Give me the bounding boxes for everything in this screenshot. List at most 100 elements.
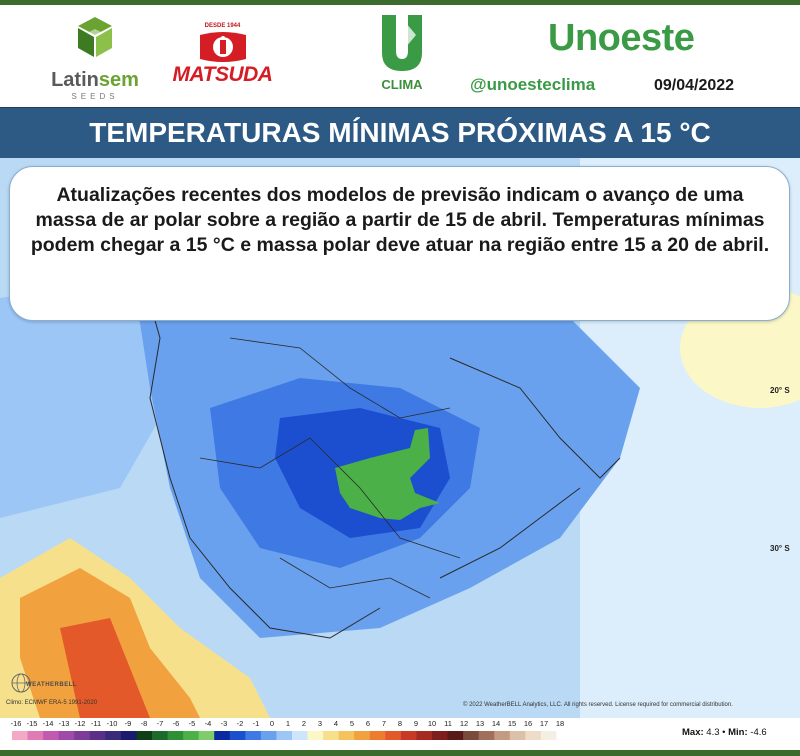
social-handle: @unoesteclima <box>470 75 596 94</box>
legend-color-swatch <box>198 731 215 740</box>
legend-tick-label: 8 <box>397 719 403 728</box>
legend-color-swatch <box>432 731 449 740</box>
legend-color-swatch <box>276 731 293 740</box>
legend-color-swatch <box>354 731 371 740</box>
legend-color-swatch <box>540 731 558 740</box>
unoeste-wordmark: Unoeste <box>548 17 695 59</box>
anomaly-extreme-green-area <box>335 428 440 520</box>
legend-tick-label: -3 <box>220 719 228 728</box>
legend-tick-label: 11 <box>444 719 452 728</box>
matsuda-logo: DESDE 1944 MATSUDA <box>160 23 285 93</box>
legend-tick-label: -5 <box>188 719 196 728</box>
lat-label-20s: 20° S <box>770 386 790 395</box>
matsuda-tagline: DESDE 1944 <box>204 23 241 29</box>
legend-tick-label: -6 <box>172 719 180 728</box>
legend-tick-label: -7 <box>156 719 164 728</box>
legend-tick-label: -11 <box>90 719 102 728</box>
legend-tick-row: -16 -15 -14 -13 -12 -11 -10 -9 -8 -7 -6 -5 -4 -3 -2 -1 0… <box>0 718 800 730</box>
latinsem-wordmark: Latinsem <box>51 69 139 91</box>
country-border-line <box>139 267 381 639</box>
weatherbell-globe-icon <box>11 673 31 693</box>
legend-tick-label: 3 <box>317 719 323 728</box>
weatherbell-wordmark: WEATHERBELL <box>26 682 78 688</box>
legend-color-swatch <box>369 731 386 740</box>
legend-tick-label: 1 <box>285 719 291 728</box>
legend-tick-label: 4 <box>333 719 339 728</box>
legend-tick-label: -1 <box>252 719 260 728</box>
latinsem-logo: Latinsem SEEDS <box>40 13 150 103</box>
legend-tick-label: -2 <box>236 719 244 728</box>
legend-color-swatch <box>27 731 44 740</box>
legend-color-swatch <box>385 731 402 740</box>
legend-color-swatch <box>245 731 262 740</box>
legend-tick-label: 7 <box>381 719 387 728</box>
legend-tick-label: -13 <box>58 719 70 728</box>
legend-tick-label: -10 <box>106 719 118 728</box>
legend-color-swatch <box>229 731 246 740</box>
uclima-label: CLIMA <box>381 77 423 92</box>
legend-tick-label: -12 <box>74 719 86 728</box>
legend-color-swatch <box>120 731 138 740</box>
legend-color-swatch <box>43 731 60 740</box>
title-band: TEMPERATURAS MÍNIMAS PRÓXIMAS A 15 °C <box>0 107 800 159</box>
matsuda-wordmark: MATSUDA <box>172 63 273 86</box>
legend-colorbar <box>12 731 572 740</box>
info-callout: Atualizações recentes dos modelos de pre… <box>9 166 790 321</box>
legend-tick-label: 18 <box>555 719 565 728</box>
legend-tick-label: 17 <box>539 719 549 728</box>
legend-color-swatch <box>260 731 278 740</box>
copyright-note: © 2022 WeatherBELL Analytics, LLC. All r… <box>463 702 733 708</box>
legend-color-swatch <box>525 731 542 740</box>
u-clima-icon <box>382 15 422 71</box>
state-border-line <box>279 557 431 599</box>
bulletin-date: 09/04/2022 <box>654 77 735 94</box>
legend-color-swatch <box>323 731 340 740</box>
legend-color-swatch <box>136 731 153 740</box>
uclima-logo: CLIMA <box>372 13 432 98</box>
weatherbell-logo: WEATHERBELL <box>10 672 77 698</box>
legend-tick-label: 9 <box>413 719 419 728</box>
latinsem-cube-icon <box>78 17 112 57</box>
coastline-line <box>439 487 581 579</box>
header: Latinsem SEEDS DESDE 1944 MATSUDA CLIMA … <box>0 5 800 107</box>
legend-color-swatch <box>400 731 418 740</box>
legend-color-swatch <box>89 731 106 740</box>
legend-tick-label: 13 <box>475 719 485 728</box>
legend-tick-label: 10 <box>427 719 437 728</box>
legend-color-swatch <box>152 731 169 740</box>
page-title: TEMPERATURAS MÍNIMAS PRÓXIMAS A 15 °C <box>89 117 711 148</box>
legend-tick-label: 12 <box>459 719 469 728</box>
info-text: Atualizações recentes dos modelos de pre… <box>30 184 770 256</box>
legend-tick-label: 5 <box>349 719 355 728</box>
legend-color-swatch <box>338 731 355 740</box>
legend-color-swatch <box>74 731 91 740</box>
latinsem-tagline: SEEDS <box>71 92 119 101</box>
legend-color-swatch <box>307 731 324 740</box>
legend-color-swatch <box>494 731 511 740</box>
legend-tick-label: 16 <box>523 719 533 728</box>
legend-tick-label: -16 <box>10 719 22 728</box>
legend-tick-label: -4 <box>204 719 212 728</box>
legend-color-swatch <box>416 731 433 740</box>
legend-tick-label: 6 <box>365 719 371 728</box>
legend-tick-label: -9 <box>124 719 132 728</box>
legend-color-swatch <box>58 731 75 740</box>
legend-tick-label: 0 <box>269 719 275 728</box>
legend-tick-label: 2 <box>301 719 307 728</box>
top-accent-bar <box>0 0 800 5</box>
legend-tick-label: 15 <box>507 719 517 728</box>
legend-color-swatch <box>292 731 309 740</box>
legend-tick-label: -15 <box>26 719 38 728</box>
coastline-line <box>449 357 621 479</box>
south-hot-area <box>60 618 150 718</box>
legend-color-swatch <box>183 731 200 740</box>
legend-tick-label: -14 <box>42 719 54 728</box>
legend-color-swatch <box>214 731 231 740</box>
legend-tick-label: -8 <box>140 719 148 728</box>
color-legend: -16 -15 -14 -13 -12 -11 -10 -9 -8 -7 -6 -5 -4 -3 -2 -1 0… <box>0 718 800 750</box>
state-border-line <box>229 337 451 419</box>
max-min-readout: Max: 4.3 • Min: -4.6 <box>682 727 767 738</box>
bottom-accent-bar <box>0 750 800 756</box>
legend-color-swatch <box>105 731 122 740</box>
legend-tick-label: 14 <box>491 719 501 728</box>
